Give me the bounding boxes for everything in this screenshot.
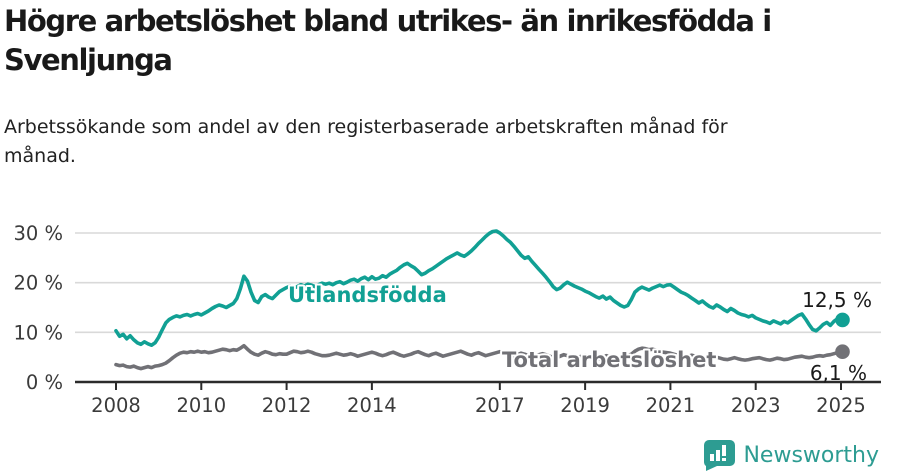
chart-title: Högre arbetslöshet bland utrikes- än inr… [4,4,772,78]
y-tick-label: 0 % [26,371,63,394]
x-tick-label: 2014 [347,394,397,417]
newsworthy-wordmark: Newsworthy [743,443,879,468]
data-series [114,229,850,371]
end-value-label-utlandsfodda: 12,5 % [802,288,872,312]
y-tick-label: 10 % [13,321,63,344]
x-tick-label: 2017 [475,394,525,417]
x-tick-label: 2021 [646,394,696,417]
x-tick-label: 2010 [176,394,226,417]
y-tick-label: 30 % [13,222,63,245]
x-tick-label: 2019 [560,394,610,417]
end-point-dot [835,344,850,360]
gridlines: 0 % 10 % 20 % 30 % 2008 2010 2012 2014 2017 2019 2… [13,222,881,417]
newsworthy-logo-icon [704,440,736,471]
series-label-total-arbetsloshet: Total arbetslöshet [502,348,716,372]
end-point-dot [835,312,850,328]
y-tick-label: 20 % [13,272,63,295]
newsworthy-brand: Newsworthy [701,440,879,471]
line-total-arbetsl-shet [114,343,843,371]
x-tick-label: 2012 [262,394,312,417]
end-value-label-total-arbetsloshet: 6,1 % [810,361,867,385]
chart-subtitle: Arbetssökande som andel av den registerb… [4,116,728,168]
x-tick-label: 2025 [816,394,866,417]
line-utlandsf-dda [114,229,843,348]
x-tick-label: 2008 [91,394,141,417]
series-label-utlandsfodda: Utlandsfödda [288,283,447,307]
x-tick-label: 2023 [731,394,781,417]
chart-labels: Utlandsfödda Total arbetslöshet 12,5 % 6… [286,281,872,385]
